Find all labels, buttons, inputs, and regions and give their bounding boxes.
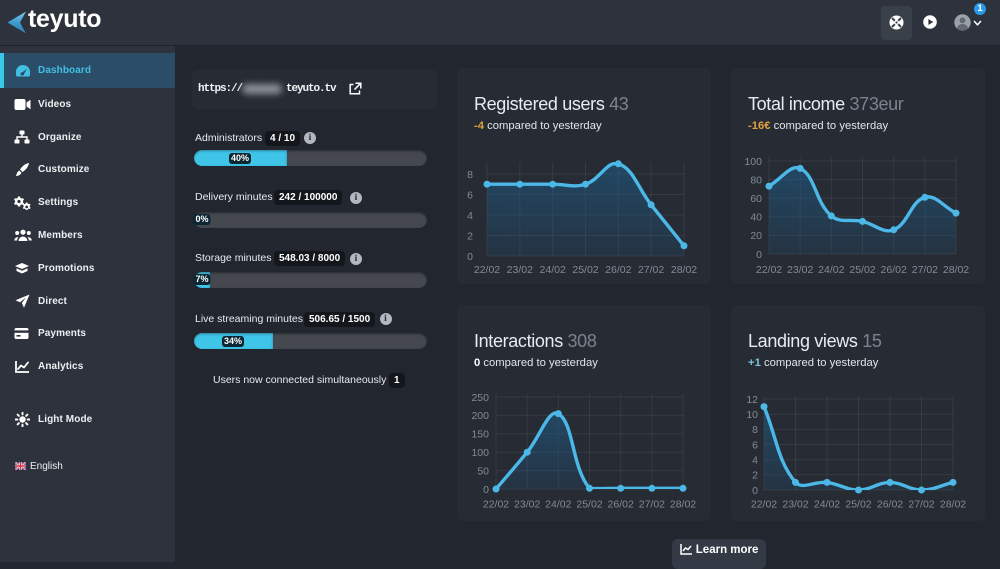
svg-text:24/02: 24/02 xyxy=(814,499,840,511)
svg-text:0: 0 xyxy=(467,251,473,263)
svg-text:27/02: 27/02 xyxy=(639,499,665,511)
svg-text:24/02: 24/02 xyxy=(545,499,571,511)
svg-text:8: 8 xyxy=(752,424,758,436)
svg-text:60: 60 xyxy=(750,193,762,205)
svg-text:100: 100 xyxy=(744,156,762,168)
svg-text:8: 8 xyxy=(467,169,473,181)
svg-text:2: 2 xyxy=(467,230,473,242)
svg-text:28/02: 28/02 xyxy=(940,499,966,511)
svg-text:50: 50 xyxy=(477,465,489,477)
svg-text:25/02: 25/02 xyxy=(845,499,871,511)
svg-text:25/02: 25/02 xyxy=(572,264,598,276)
svg-text:0: 0 xyxy=(483,484,489,496)
svg-text:22/02: 22/02 xyxy=(474,264,500,276)
svg-text:26/02: 26/02 xyxy=(877,499,903,511)
svg-text:80: 80 xyxy=(750,174,762,186)
svg-text:200: 200 xyxy=(471,410,489,422)
svg-text:4: 4 xyxy=(752,455,758,467)
svg-text:150: 150 xyxy=(471,429,489,441)
svg-text:27/02: 27/02 xyxy=(908,499,934,511)
svg-text:22/02: 22/02 xyxy=(756,264,782,276)
svg-text:250: 250 xyxy=(471,392,489,404)
svg-text:24/02: 24/02 xyxy=(818,264,844,276)
svg-text:0: 0 xyxy=(756,249,762,261)
svg-text:28/02: 28/02 xyxy=(671,264,697,276)
svg-text:10: 10 xyxy=(746,409,758,421)
svg-text:23/02: 23/02 xyxy=(782,499,808,511)
svg-text:23/02: 23/02 xyxy=(507,264,533,276)
svg-text:25/02: 25/02 xyxy=(849,264,875,276)
svg-text:26/02: 26/02 xyxy=(608,499,634,511)
svg-text:6: 6 xyxy=(752,439,758,451)
svg-text:27/02: 27/02 xyxy=(638,264,664,276)
svg-text:0: 0 xyxy=(752,485,758,497)
svg-text:26/02: 26/02 xyxy=(605,264,631,276)
svg-text:4: 4 xyxy=(467,210,473,222)
svg-text:20: 20 xyxy=(750,230,762,242)
svg-text:28/02: 28/02 xyxy=(670,499,696,511)
svg-text:40: 40 xyxy=(750,212,762,224)
svg-text:22/02: 22/02 xyxy=(751,499,777,511)
svg-text:24/02: 24/02 xyxy=(540,264,566,276)
svg-text:26/02: 26/02 xyxy=(881,264,907,276)
svg-text:2: 2 xyxy=(752,470,758,482)
svg-text:23/02: 23/02 xyxy=(787,264,813,276)
svg-text:12: 12 xyxy=(746,394,758,406)
svg-text:22/02: 22/02 xyxy=(483,499,509,511)
svg-text:27/02: 27/02 xyxy=(912,264,938,276)
svg-text:25/02: 25/02 xyxy=(576,499,602,511)
svg-text:28/02: 28/02 xyxy=(943,264,969,276)
svg-text:6: 6 xyxy=(467,189,473,201)
svg-text:23/02: 23/02 xyxy=(514,499,540,511)
svg-text:100: 100 xyxy=(471,447,489,459)
